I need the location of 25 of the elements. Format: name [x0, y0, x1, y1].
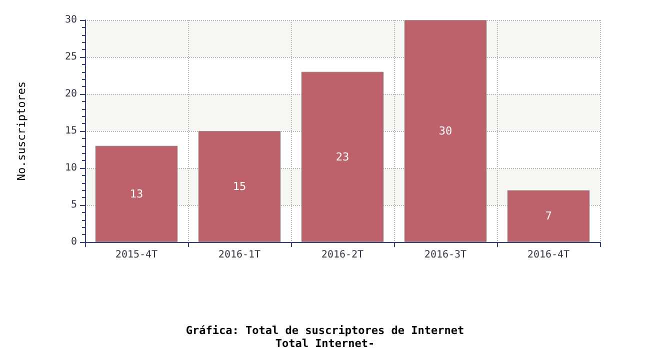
y-tick-label: 10: [64, 162, 77, 174]
data-label: 7: [545, 210, 552, 223]
bar: [198, 131, 281, 242]
x-tick-label: 2016-1T: [218, 250, 261, 260]
bar: [507, 190, 590, 242]
y-tick-label: 15: [64, 126, 77, 136]
x-tick-label: 2016-4T: [527, 250, 570, 260]
y-tick-label: 0: [70, 236, 77, 248]
y-tick-label: 25: [64, 52, 77, 62]
y-tick-label: 5: [70, 200, 77, 210]
bar: [301, 72, 384, 242]
bar: [404, 20, 487, 242]
y-tick-label: 30: [64, 14, 77, 26]
x-tick-label: 2015-4T: [115, 250, 158, 260]
y-axis-title: No.suscriptores: [15, 81, 28, 181]
data-label: 30: [438, 124, 452, 138]
text: Gráfica: Total de suscriptores de Internet: [186, 324, 464, 337]
data-label: 15: [232, 180, 246, 193]
x-tick-label: 2016-3T: [424, 250, 467, 260]
data-label: 13: [130, 187, 144, 200]
x-tick-label: 2016-2T: [321, 250, 364, 260]
data-label: 23: [336, 150, 350, 164]
text: Total Internet-: [275, 337, 375, 350]
y-tick-label: 20: [64, 88, 77, 100]
bar: [95, 146, 178, 242]
